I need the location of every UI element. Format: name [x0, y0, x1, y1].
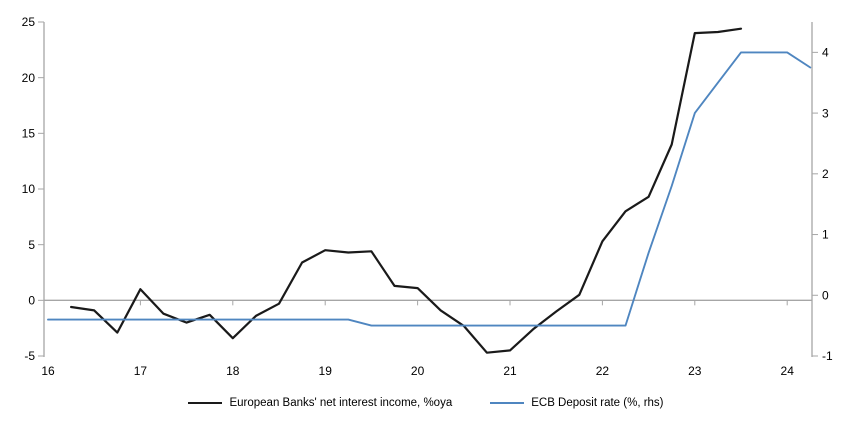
x-axis-tick-label: 21: [503, 364, 517, 378]
x-axis-tick-label: 17: [134, 364, 148, 378]
x-axis-tick-label: 20: [411, 364, 425, 378]
left-axis-tick-label: -5: [24, 349, 35, 363]
x-axis-tick-label: 23: [688, 364, 702, 378]
left-axis-tick-label: 10: [22, 182, 36, 196]
x-axis-tick-label: 19: [319, 364, 333, 378]
x-axis-tick-label: 16: [41, 364, 55, 378]
legend-label-net-interest-income: European Banks' net interest income, %oy…: [229, 397, 453, 409]
left-axis-tick-label: 15: [22, 127, 36, 141]
series-line-net-interest-income: [69, 27, 743, 354]
right-axis-tick-label: 0: [822, 288, 829, 302]
x-axis-tick-label: 24: [781, 364, 795, 378]
right-axis-tick-label: 1: [822, 228, 829, 242]
right-axis-tick-label: 2: [822, 167, 829, 181]
right-axis-tick-label: -1: [822, 349, 833, 363]
x-axis-tick-label: 18: [226, 364, 240, 378]
left-axis-tick-label: 5: [28, 238, 35, 252]
left-axis-tick-label: 20: [22, 71, 36, 85]
blue-line-sample-icon: [490, 402, 525, 404]
legend-item-net-interest-income: European Banks' net interest income, %oy…: [188, 397, 452, 409]
right-axis-tick-label: 3: [822, 106, 829, 120]
right-axis-tick-label: 4: [822, 46, 829, 60]
left-axis-tick-label: 0: [28, 294, 35, 308]
x-axis-tick-label: 22: [596, 364, 610, 378]
legend: European Banks' net interest income, %oy…: [0, 397, 852, 409]
left-axis-tick-label: 25: [22, 15, 36, 29]
legend-label-ecb-deposit-rate: ECB Deposit rate (%, rhs): [531, 397, 664, 409]
legend-item-ecb-deposit-rate: ECB Deposit rate (%, rhs): [490, 397, 664, 409]
series-line-ecb-deposit-rate: [47, 51, 812, 327]
black-line-sample-icon: [188, 402, 223, 404]
